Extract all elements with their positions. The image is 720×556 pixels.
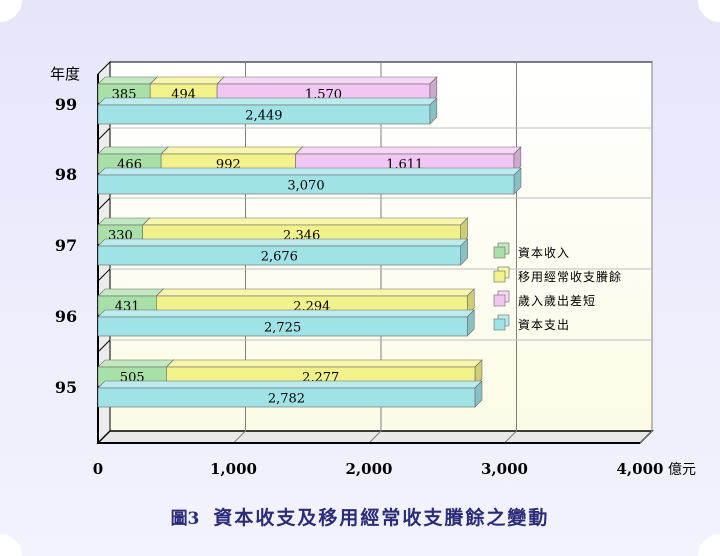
legend-label: 歲入歲出差短: [518, 294, 596, 308]
data-label: 2,676: [261, 250, 298, 265]
bar-expenditure-top: [97, 167, 522, 176]
bar-revenue-segment-top: [141, 217, 469, 226]
category-label: 97: [55, 236, 77, 255]
corner-notch: [698, 0, 720, 22]
data-label: 2,782: [268, 392, 305, 407]
legend-swatch: [493, 318, 506, 331]
x-tick-label: 0: [93, 460, 103, 478]
data-label: 2,449: [245, 109, 282, 124]
bar-expenditure-top: [97, 97, 438, 106]
gridline-floor: [639, 430, 653, 444]
bar-expenditure-top: [97, 309, 475, 318]
figure-label: 圖3: [170, 509, 200, 529]
x-axis-unit: 億元: [668, 462, 696, 478]
legend-swatch: [493, 294, 506, 307]
bar-revenue-segment-top: [165, 359, 483, 368]
category-label: 99: [55, 95, 77, 114]
bar-revenue-segment-top: [97, 288, 165, 297]
bar-expenditure: [97, 104, 431, 125]
y-axis-title: 年度: [50, 65, 80, 83]
x-tick-label: 3,000: [481, 460, 528, 478]
bar-expenditure-top: [97, 238, 469, 247]
group-separator: [97, 268, 111, 282]
corner-notch: [698, 534, 720, 556]
gridline-floor: [368, 430, 382, 444]
corner-notch: [0, 0, 22, 22]
bar-revenue-segment-top: [97, 359, 175, 368]
corner-notch: [0, 534, 22, 556]
chart-caption: 圖3 資本收支及移用經常收支賸餘之變動: [0, 503, 720, 530]
x-tick-label: 2,000: [346, 460, 393, 478]
category-label: 98: [55, 165, 77, 184]
legend-swatch: [493, 246, 506, 259]
data-label: 2,725: [264, 321, 301, 336]
bar-revenue-segment-top: [294, 146, 522, 155]
bar-expenditure: [97, 174, 515, 195]
group-separator: [97, 339, 111, 353]
legend-swatch: [493, 270, 506, 283]
group-separator: [97, 197, 111, 211]
bar-revenue-segment-top: [216, 76, 438, 85]
bar-revenue-segment-top: [149, 76, 225, 85]
category-label: 96: [55, 307, 77, 326]
bar-expenditure: [97, 387, 476, 408]
legend-label: 資本收入: [518, 246, 570, 260]
bar-revenue-segment-top: [97, 146, 169, 155]
bar-expenditure: [97, 245, 461, 266]
chart-title: 資本收支及移用經常收支賸餘之變動: [213, 507, 550, 529]
category-label: 95: [55, 378, 77, 397]
bar-revenue-segment-top: [97, 217, 151, 226]
x-tick-label: 1,000: [210, 460, 257, 478]
group-separator: [97, 127, 111, 141]
legend-label: 移用經常收支賸餘: [518, 269, 622, 284]
bar-expenditure-top: [97, 380, 483, 389]
bar-revenue-segment-top: [155, 288, 475, 297]
bar-revenue-segment-top: [97, 76, 158, 85]
gridline-floor: [504, 430, 517, 444]
bar-revenue-segment-top: [160, 146, 304, 155]
data-label: 3,070: [287, 179, 324, 194]
bar-expenditure: [97, 316, 468, 337]
x-tick-label: 4,000: [617, 460, 664, 478]
gridline-floor: [233, 430, 246, 444]
legend-label: 資本支出: [518, 318, 570, 332]
